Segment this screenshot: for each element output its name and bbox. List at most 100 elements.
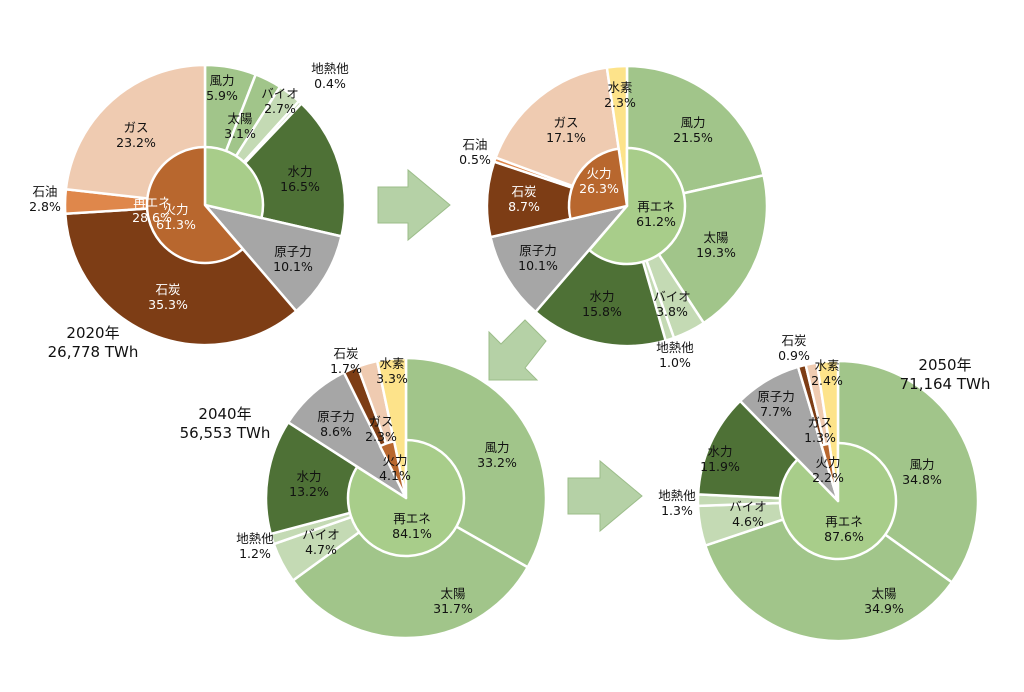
outer-slice-7-name: 石油 xyxy=(462,137,487,152)
outer-slice-5-name: 原子力 xyxy=(519,243,557,258)
inner-ring-slice-2 xyxy=(820,442,840,503)
outer-slice-7-percent: 1.3% xyxy=(804,430,836,445)
outer-slice-1-percent: 19.3% xyxy=(696,245,736,260)
arrow-right-2 xyxy=(567,459,643,533)
outer-slice-7-percent: 2.3% xyxy=(365,429,397,444)
outer-slice-3-percent: 0.4% xyxy=(314,76,346,91)
outer-slice-6-name: 石炭 xyxy=(781,333,806,348)
slice-labels: 風力 21.5%太陽 19.3%バイオ 3.8%地熱他 1.0%水力 15.8%原子力 10… xyxy=(459,80,736,370)
outer-slice-3-percent: 1.2% xyxy=(239,546,271,561)
outer-slice-6-percent: 1.7% xyxy=(330,361,362,376)
donut-chart-2050: 風力 34.8%太陽 34.9%バイオ 4.6%地熱他 1.3%水力 11.9%原子力 7.… xyxy=(658,333,980,643)
outer-slice-0-name: 風力 xyxy=(484,440,509,455)
caption-2020: 2020年 26,778 TWh xyxy=(18,324,168,362)
inner-slice-2-label: 火力 2.2% xyxy=(812,455,844,485)
outer-slice-8-percent: 23.2% xyxy=(116,135,156,150)
inner-slice-0-label: 再エネ 61.2% xyxy=(636,199,676,229)
outer-slice-4-label: 水力 15.8% xyxy=(582,289,622,319)
outer-slice-4-name: 水力 xyxy=(707,444,732,459)
caption-total: 26,778 TWh xyxy=(47,343,139,361)
outer-ring-slice-0 xyxy=(836,359,980,584)
outer-slice-3-name: 地熱他 xyxy=(311,61,349,76)
outer-slice-7-label: ガス 2.3% xyxy=(365,414,397,444)
outer-slice-3-label: 地熱他 1.3% xyxy=(658,488,696,518)
outer-slice-5-percent: 10.1% xyxy=(273,259,313,274)
outer-slice-3-label: 地熱他 0.4% xyxy=(311,61,349,91)
inner-slice-0-name: 再エネ xyxy=(637,199,675,214)
outer-slice-1-percent: 3.1% xyxy=(224,126,256,141)
outer-slice-2-percent: 4.6% xyxy=(732,514,764,529)
outer-slice-4-label: 水力 11.9% xyxy=(700,444,740,474)
outer-slice-4-percent: 11.9% xyxy=(700,459,740,474)
outer-slice-4-name: 水力 xyxy=(296,469,321,484)
outer-slice-4-percent: 13.2% xyxy=(289,484,329,499)
donut-chart-2030: 風力 21.5%太陽 19.3%バイオ 3.8%地熱他 1.0%水力 15.8%原子力 10… xyxy=(459,64,769,370)
inner-ring-slice-0 xyxy=(203,145,265,220)
slice-labels: 風力 34.8%太陽 34.9%バイオ 4.6%地熱他 1.3%水力 11.9%原子力 7.… xyxy=(658,333,942,616)
inner-ring-slice-0 xyxy=(588,146,687,266)
outer-slice-6-label: 石炭 1.7% xyxy=(330,346,362,376)
outer-slice-1-name: 太陽 xyxy=(227,111,252,126)
outer-slice-7-percent: 2.8% xyxy=(29,199,61,214)
outer-slice-2-name: バイオ xyxy=(302,527,340,542)
outer-slice-8-label: 水素 3.3% xyxy=(376,356,408,386)
inner-slice-2-label: 火力 61.3% xyxy=(156,202,196,232)
outer-slice-0-percent: 5.9% xyxy=(206,88,238,103)
outer-slice-4-label: 水力 16.5% xyxy=(280,164,320,194)
outer-slice-0-percent: 33.2% xyxy=(477,455,517,470)
outer-slice-5-name: 原子力 xyxy=(317,409,355,424)
inner-slice-0-percent: 84.1% xyxy=(392,526,432,541)
outer-slice-7-name: 石油 xyxy=(32,184,57,199)
outer-slice-8-label: ガス 23.2% xyxy=(116,120,156,150)
outer-slice-3-label: 地熱他 1.2% xyxy=(236,531,274,561)
inner-slice-0-name: 再エネ xyxy=(825,514,863,529)
outer-slice-6-label: 石炭 0.9% xyxy=(778,333,810,363)
caption-2050: 2050年 71,164 TWh xyxy=(870,356,1020,394)
outer-slice-6-label: 石炭 8.7% xyxy=(508,184,540,214)
outer-slice-1-name: 太陽 xyxy=(703,230,728,245)
inner-slice-0-percent: 61.2% xyxy=(636,214,676,229)
outer-slice-8-percent: 3.3% xyxy=(376,371,408,386)
outer-slice-7-label: 石油 0.5% xyxy=(459,137,491,167)
outer-slice-1-label: 太陽 3.1% xyxy=(224,111,256,141)
outer-slice-2-name: バイオ xyxy=(729,499,767,514)
outer-slice-2-name: バイオ xyxy=(261,86,299,101)
outer-slice-0-label: 風力 21.5% xyxy=(673,115,713,145)
outer-slice-4-label: 水力 13.2% xyxy=(289,469,329,499)
outer-slice-2-percent: 4.7% xyxy=(305,542,337,557)
inner-slice-2-name: 火力 xyxy=(586,166,611,181)
outer-slice-0-label: 風力 34.8% xyxy=(902,457,942,487)
inner-slice-0-name: 再エネ xyxy=(393,511,431,526)
outer-slice-7-percent: 0.5% xyxy=(459,152,491,167)
outer-ring-slice-5 xyxy=(203,203,343,313)
arrow-right-1 xyxy=(377,168,451,242)
outer-slice-5-percent: 7.7% xyxy=(760,404,792,419)
outer-slice-4-percent: 16.5% xyxy=(280,179,320,194)
outer-slice-8-name: ガス xyxy=(553,115,578,130)
outer-slice-3-name: 地熱他 xyxy=(236,531,274,546)
outer-slice-3-name: 地熱他 xyxy=(656,340,694,355)
inner-ring-slice-2 xyxy=(145,145,245,265)
outer-slice-6-name: 石炭 xyxy=(155,282,180,297)
outer-slice-3-percent: 1.3% xyxy=(661,503,693,518)
outer-slice-0-name: 風力 xyxy=(209,73,234,88)
inner-slice-2-name: 火力 xyxy=(815,455,840,470)
outer-slice-5-label: 原子力 8.6% xyxy=(317,409,355,439)
outer-slice-8-name: 水素 xyxy=(379,356,404,371)
outer-slice-5-label: 原子力 10.1% xyxy=(518,243,558,273)
outer-slice-9-percent: 2.3% xyxy=(604,95,636,110)
inner-ring-slice-2 xyxy=(378,439,408,500)
outer-ring-slice-1 xyxy=(291,496,529,640)
outer-slice-4-percent: 15.8% xyxy=(582,304,622,319)
inner-slice-0-label: 再エネ 84.1% xyxy=(392,511,432,541)
inner-slice-2-name: 火力 xyxy=(382,453,407,468)
outer-slice-1-percent: 34.9% xyxy=(864,601,904,616)
donut-chart-2020: 風力 5.9%太陽 3.1%バイオ 2.7%地熱他 0.4%水力 16.5%原子力 10.1… xyxy=(29,61,349,347)
inner-slice-0-label: 再エネ 28.6% xyxy=(132,195,172,225)
outer-slice-5-label: 原子力 10.1% xyxy=(273,244,313,274)
caption-year: 2050年 xyxy=(918,356,972,374)
donut-chart-2040: 風力 33.2% 太陽 31.7% バイオ 4.7% 地熱他 1.2% 水力 13.2% 原子力 8.… xyxy=(236,346,548,640)
outer-slice-2-label: バイオ 4.7% xyxy=(302,527,340,557)
outer-slice-3-percent: 1.0% xyxy=(659,355,691,370)
